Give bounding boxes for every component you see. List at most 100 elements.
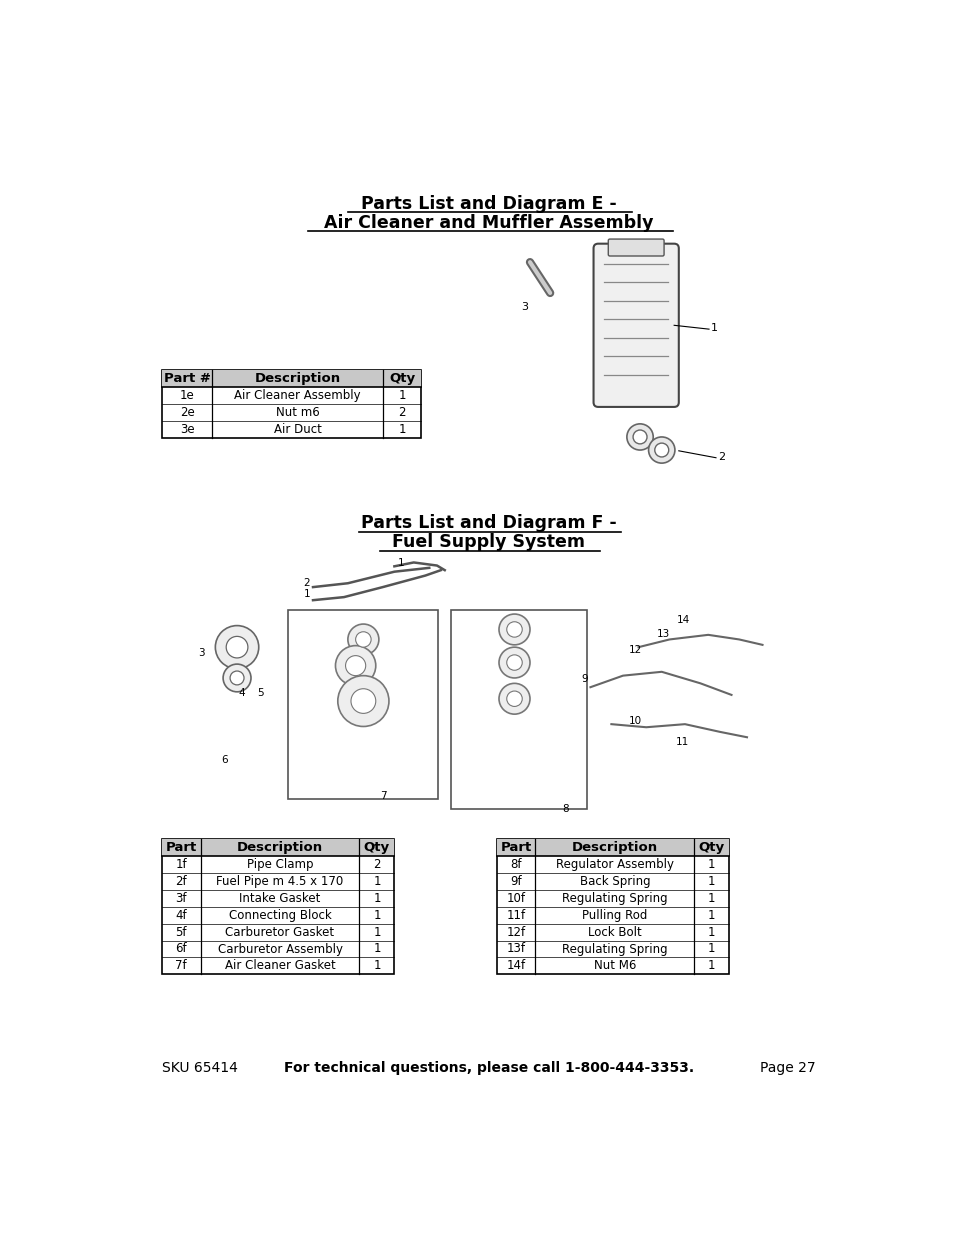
Text: Regulating Spring: Regulating Spring: [561, 892, 667, 905]
Bar: [162, 839, 394, 856]
Text: 4: 4: [238, 688, 245, 699]
Circle shape: [648, 437, 674, 463]
Text: 2e: 2e: [179, 406, 194, 419]
Text: Connecting Block: Connecting Block: [229, 909, 331, 921]
FancyBboxPatch shape: [608, 240, 663, 256]
Circle shape: [337, 676, 389, 726]
Text: Fuel Supply System: Fuel Supply System: [392, 534, 585, 552]
Text: Part: Part: [166, 841, 196, 853]
Text: Regulating Spring: Regulating Spring: [561, 942, 667, 956]
Text: 5f: 5f: [175, 925, 187, 939]
Circle shape: [506, 621, 521, 637]
Text: 1: 1: [710, 322, 717, 332]
Circle shape: [223, 664, 251, 692]
Bar: [497, 839, 728, 974]
Text: 1: 1: [398, 422, 405, 436]
Text: Page 27: Page 27: [760, 1061, 815, 1076]
Text: 10: 10: [629, 716, 641, 726]
Text: 8f: 8f: [510, 858, 521, 871]
Text: Nut m6: Nut m6: [275, 406, 319, 419]
Bar: [162, 839, 394, 974]
Text: 1: 1: [707, 942, 715, 956]
Text: Part: Part: [500, 841, 531, 853]
Text: Pipe Clamp: Pipe Clamp: [247, 858, 313, 871]
Circle shape: [654, 443, 668, 457]
Text: 1: 1: [373, 925, 380, 939]
Text: 9f: 9f: [510, 874, 521, 888]
Circle shape: [498, 683, 530, 714]
Circle shape: [351, 689, 375, 714]
Text: Qty: Qty: [363, 841, 390, 853]
Text: 2: 2: [303, 578, 310, 588]
Circle shape: [506, 692, 521, 706]
Circle shape: [335, 646, 375, 685]
Text: 6f: 6f: [175, 942, 187, 956]
Text: Parts List and Diagram E -: Parts List and Diagram E -: [360, 195, 617, 212]
Text: Part #: Part #: [164, 372, 211, 385]
Text: Lock Bolt: Lock Bolt: [587, 925, 641, 939]
Text: 7: 7: [379, 790, 386, 800]
Text: Description: Description: [254, 372, 340, 385]
Bar: [162, 370, 421, 387]
Text: 7f: 7f: [175, 960, 187, 972]
Text: 13f: 13f: [506, 942, 525, 956]
Text: 1: 1: [707, 960, 715, 972]
Text: Air Cleaner and Muffler Assembly: Air Cleaner and Muffler Assembly: [324, 214, 653, 232]
Text: 1: 1: [373, 892, 380, 905]
Bar: [497, 839, 728, 856]
Text: 6: 6: [221, 755, 228, 764]
Text: Nut M6: Nut M6: [593, 960, 636, 972]
Circle shape: [215, 626, 258, 668]
Circle shape: [345, 656, 365, 676]
Circle shape: [506, 655, 521, 671]
Text: Air Cleaner Gasket: Air Cleaner Gasket: [225, 960, 335, 972]
Circle shape: [230, 671, 244, 685]
Text: 1: 1: [707, 925, 715, 939]
Text: 14f: 14f: [506, 960, 525, 972]
Text: Qty: Qty: [698, 841, 724, 853]
Text: Description: Description: [236, 841, 323, 853]
Circle shape: [355, 632, 371, 647]
Text: 10f: 10f: [506, 892, 525, 905]
Text: 5: 5: [257, 688, 264, 699]
Text: Back Spring: Back Spring: [578, 874, 650, 888]
Text: 1: 1: [373, 909, 380, 921]
Text: For technical questions, please call 1-800-444-3353.: For technical questions, please call 1-8…: [284, 1061, 693, 1076]
Text: 1: 1: [707, 909, 715, 921]
Text: Description: Description: [571, 841, 658, 853]
Text: 12: 12: [629, 645, 641, 655]
Text: Air Cleaner Assembly: Air Cleaner Assembly: [233, 389, 360, 401]
Text: 1: 1: [398, 389, 405, 401]
Text: 1: 1: [707, 892, 715, 905]
Bar: [451, 610, 586, 809]
Text: 13: 13: [657, 629, 670, 640]
Circle shape: [633, 430, 646, 443]
Text: SKU 65414: SKU 65414: [162, 1061, 237, 1076]
Text: 1f: 1f: [175, 858, 187, 871]
Text: 1: 1: [373, 960, 380, 972]
Text: 1: 1: [303, 589, 310, 599]
Circle shape: [498, 647, 530, 678]
Text: 11f: 11f: [506, 909, 525, 921]
Text: 14: 14: [677, 615, 690, 625]
Text: 2: 2: [398, 406, 405, 419]
Circle shape: [226, 636, 248, 658]
Text: Carburetor Assembly: Carburetor Assembly: [217, 942, 342, 956]
Text: 12f: 12f: [506, 925, 525, 939]
Circle shape: [626, 424, 653, 450]
Text: Parts List and Diagram F -: Parts List and Diagram F -: [360, 514, 617, 532]
Text: 1: 1: [373, 874, 380, 888]
Text: 3: 3: [198, 648, 205, 658]
Text: 9: 9: [580, 674, 587, 684]
Circle shape: [348, 624, 378, 655]
Text: 2: 2: [373, 858, 380, 871]
Text: 3: 3: [520, 301, 527, 312]
Text: 3e: 3e: [179, 422, 194, 436]
Text: 1e: 1e: [179, 389, 194, 401]
Text: 8: 8: [562, 804, 569, 814]
Text: Qty: Qty: [389, 372, 415, 385]
FancyBboxPatch shape: [593, 243, 679, 406]
Text: Intake Gasket: Intake Gasket: [239, 892, 320, 905]
Text: 2f: 2f: [175, 874, 187, 888]
Text: 1: 1: [707, 858, 715, 871]
